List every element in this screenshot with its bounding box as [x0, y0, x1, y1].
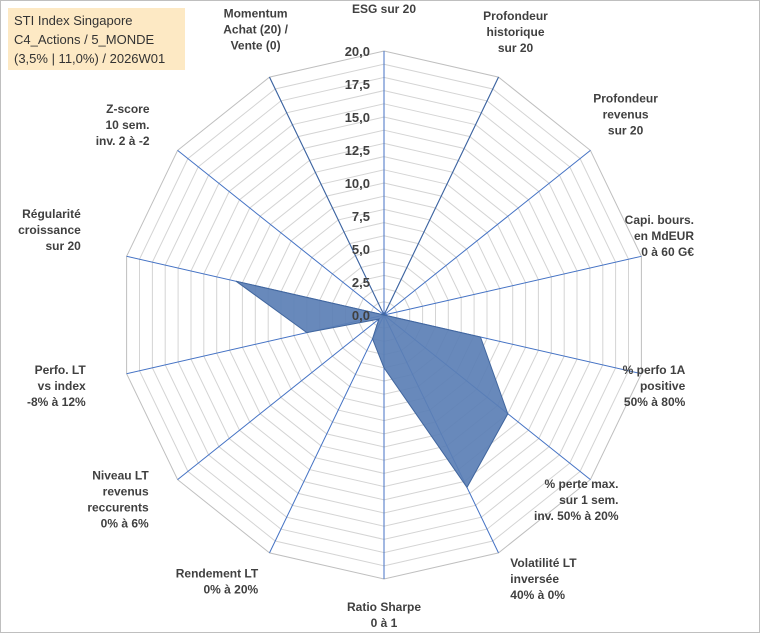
r-tick-label: 5,0	[352, 242, 370, 257]
r-tick-label: 17,5	[345, 77, 370, 92]
axis-spoke	[177, 150, 385, 316]
axis-label: Ratio Sharpe 0 à 1	[347, 600, 421, 630]
r-tick-label: 10,0	[345, 176, 370, 191]
axis-label: Z-score 10 sem. inv. 2 à -2	[96, 102, 150, 148]
axis-label: Profondeur revenus sur 20	[593, 91, 658, 137]
title-box: STI Index Singapore C4_Actions / 5_MONDE…	[8, 8, 185, 70]
data-area	[235, 76, 509, 489]
radial-tick-labels: 0,0 2,5 5,0 7,5 10,0 12,5 15,0 17,5 20,0	[345, 44, 370, 323]
axis-label: Momentum Achat (20) / Vente (0)	[223, 6, 288, 52]
axis-spoke	[177, 314, 385, 480]
r-tick-label: 2,5	[352, 275, 370, 290]
title-line-3: (3,5% | 11,0%) / 2026W01	[14, 51, 166, 66]
axis-label: % perfo 1A positive 50% à 80%	[623, 363, 686, 409]
r-tick-label: 12,5	[345, 143, 370, 158]
r-tick-label: 20,0	[345, 44, 370, 59]
r-tick-label: 0,0	[352, 308, 370, 323]
axis-spoke	[383, 150, 591, 316]
axis-label: Régularité croissance sur 20	[18, 207, 81, 253]
axis-label: Profondeur historique sur 20	[483, 9, 548, 55]
title-line-1: STI Index Singapore	[14, 13, 133, 28]
series-area	[235, 76, 509, 489]
axis-label: NoteESG sur 20	[352, 1, 416, 16]
axis-label: Capi. bours. en MdEUR 0 à 60 G€	[625, 213, 695, 259]
r-tick-label: 7,5	[352, 209, 370, 224]
axis-spoke	[269, 314, 385, 554]
axis-label: % perte max. sur 1 sem. inv. 50% à 20%	[534, 477, 619, 523]
axis-label: Perfo. LT vs index -8% à 12%	[27, 363, 86, 409]
axis-spoke	[383, 255, 642, 316]
title-line-2: C4_Actions / 5_MONDE	[14, 32, 155, 47]
axis-label: Rendement LT 0% à 20%	[176, 566, 259, 596]
axis-label: Niveau LT revenus reccurents 0% à 6%	[87, 469, 149, 531]
axis-label: Volatilité LT inversée 40% à 0%	[510, 556, 577, 602]
r-tick-label: 15,0	[345, 110, 370, 125]
